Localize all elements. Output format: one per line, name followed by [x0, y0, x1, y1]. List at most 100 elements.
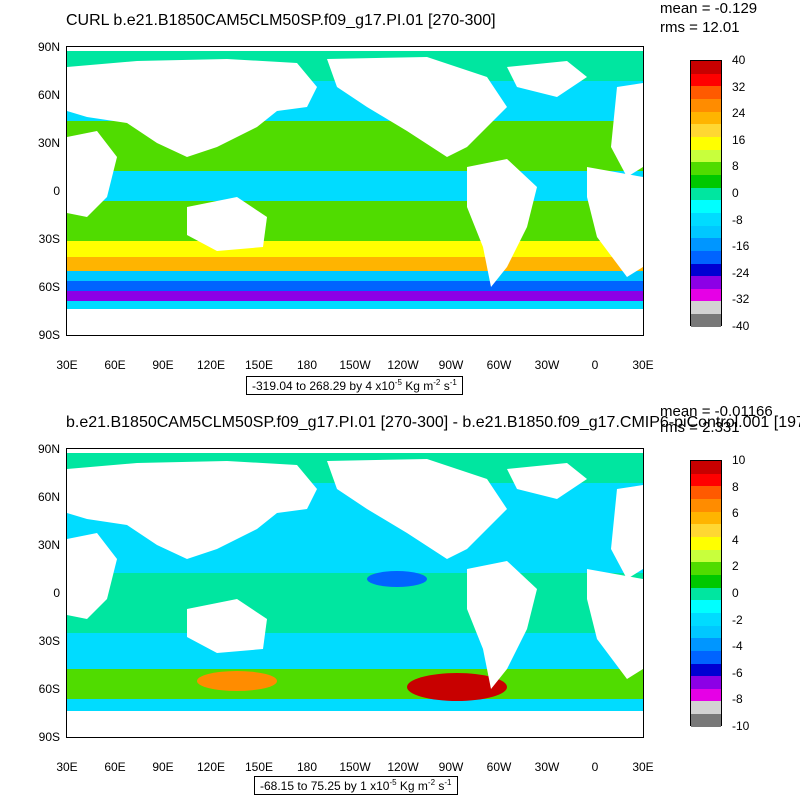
colorbar-swatch [691, 511, 721, 525]
colorbar-label: 40 [732, 53, 746, 67]
colorbar-swatch [691, 701, 721, 715]
colorbar-swatch [691, 238, 721, 251]
mean-stat: mean = -0.01166 [660, 403, 773, 420]
colorbar-swatch [691, 98, 721, 112]
colorbar-swatch [691, 301, 721, 315]
lon-label: 60W [486, 760, 512, 774]
panel-title: CURL b.e21.B1850CAM5CLM50SP.f09_g17.PI.0… [66, 12, 496, 29]
colorbar [690, 460, 722, 727]
colorbar-label: 16 [732, 132, 746, 147]
lat-label: 60S [38, 280, 60, 294]
colorbar-swatch [691, 612, 721, 626]
colorbar-label: 8 [732, 159, 739, 174]
lat-label: 90N [37, 442, 60, 456]
colorbar-swatch [691, 486, 721, 499]
colorbar-label: -2 [732, 612, 743, 627]
colorbar-swatch [691, 162, 721, 175]
colorbar-label: 2 [732, 559, 739, 574]
colorbar-label: -32 [732, 292, 750, 307]
colorbar-swatch [691, 73, 721, 87]
map-canvas [67, 47, 643, 335]
colorbar-label: 0 [732, 186, 739, 200]
lat-label: 90S [38, 730, 60, 744]
colorbar-swatch [691, 61, 721, 74]
lon-label: 90W [438, 358, 464, 372]
colorbar-swatch [691, 574, 721, 588]
lat-label: 90S [38, 328, 60, 342]
lat-label: 0 [53, 586, 60, 600]
colorbar-swatch [691, 688, 721, 702]
lon-label: 150E [244, 358, 274, 372]
colorbar-label: -16 [732, 239, 750, 254]
colorbar-swatch [691, 473, 721, 487]
lon-label: 120E [196, 760, 226, 774]
colorbar-swatch [691, 676, 721, 689]
lon-label: 180 [296, 358, 318, 372]
rms-stat: rms = 2.331 [660, 419, 740, 436]
colorbar-swatch [691, 461, 721, 474]
contour-range-box: -319.04 to 268.29 by 4 x10-5 Kg m-2 s-1 [246, 376, 463, 395]
colorbar-swatch [691, 600, 721, 613]
lat-label: 30S [38, 634, 60, 648]
colorbar-swatch [691, 86, 721, 99]
lon-label: 30W [534, 760, 560, 774]
colorbar-label: -40 [732, 319, 750, 333]
colorbar-label: 10 [732, 453, 746, 467]
lat-label: 30S [38, 232, 60, 246]
colorbar-swatch [691, 276, 721, 289]
lon-label: 90W [438, 760, 464, 774]
colorbar-swatch [691, 212, 721, 226]
colorbar-label: 32 [732, 79, 746, 94]
colorbar-label: -10 [732, 719, 750, 733]
colorbar-swatch [691, 562, 721, 575]
colorbar-swatch [691, 136, 721, 150]
lon-label: 60W [486, 358, 512, 372]
lon-label: 150W [339, 760, 371, 774]
colorbar-label: 6 [732, 506, 739, 521]
lon-label: 60E [104, 358, 126, 372]
lon-label: 120E [196, 358, 226, 372]
colorbar-swatch [691, 314, 721, 327]
lon-label: 180 [296, 760, 318, 774]
colorbar-swatch [691, 111, 721, 125]
colorbar-swatch [691, 663, 721, 677]
colorbar-swatch [691, 288, 721, 302]
lon-label: 30E [632, 760, 654, 774]
colorbar-swatch [691, 187, 721, 201]
lon-label: 0 [591, 760, 599, 774]
colorbar-label: 4 [732, 532, 739, 547]
colorbar-swatch [691, 650, 721, 664]
colorbar-swatch [691, 225, 721, 239]
colorbar-swatch [691, 250, 721, 264]
colorbar-label: 24 [732, 106, 746, 121]
colorbar-swatch [691, 174, 721, 188]
colorbar-swatch [691, 625, 721, 639]
colorbar-label: -8 [732, 212, 743, 227]
lon-label: 90E [152, 760, 174, 774]
lon-label: 60E [104, 760, 126, 774]
lon-label: 30E [632, 358, 654, 372]
colorbar-label: -24 [732, 265, 750, 280]
lat-label: 0 [53, 184, 60, 198]
lon-label: 150W [339, 358, 371, 372]
colorbar-swatch [691, 524, 721, 537]
lat-label: 60N [37, 490, 60, 504]
colorbar-swatch [691, 149, 721, 163]
lon-label: 120W [387, 760, 419, 774]
colorbar-swatch [691, 587, 721, 601]
colorbar [690, 60, 722, 327]
lon-label: 90E [152, 358, 174, 372]
map-plot [66, 46, 644, 336]
rms-stat: rms = 12.01 [660, 19, 740, 36]
colorbar-swatch [691, 200, 721, 213]
colorbar-label: -6 [732, 665, 743, 680]
lon-label: 30E [56, 760, 78, 774]
lat-label: 60N [37, 88, 60, 102]
panel-title: b.e21.B1850CAM5CLM50SP.f09_g17.PI.01 [27… [66, 414, 800, 431]
lat-label: 30N [37, 136, 60, 150]
colorbar-label: 8 [732, 479, 739, 494]
lon-label: 30W [534, 358, 560, 372]
colorbar-label: 0 [732, 586, 739, 600]
colorbar-swatch [691, 638, 721, 651]
map-canvas [67, 449, 643, 737]
